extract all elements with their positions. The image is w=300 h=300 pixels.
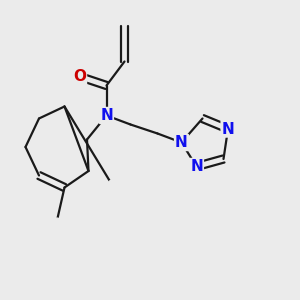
Text: N: N (222, 122, 234, 136)
Text: N: N (175, 135, 188, 150)
Circle shape (55, 218, 59, 223)
Text: N: N (190, 159, 203, 174)
Circle shape (109, 181, 113, 185)
Text: N: N (100, 108, 113, 123)
Text: O: O (73, 69, 86, 84)
